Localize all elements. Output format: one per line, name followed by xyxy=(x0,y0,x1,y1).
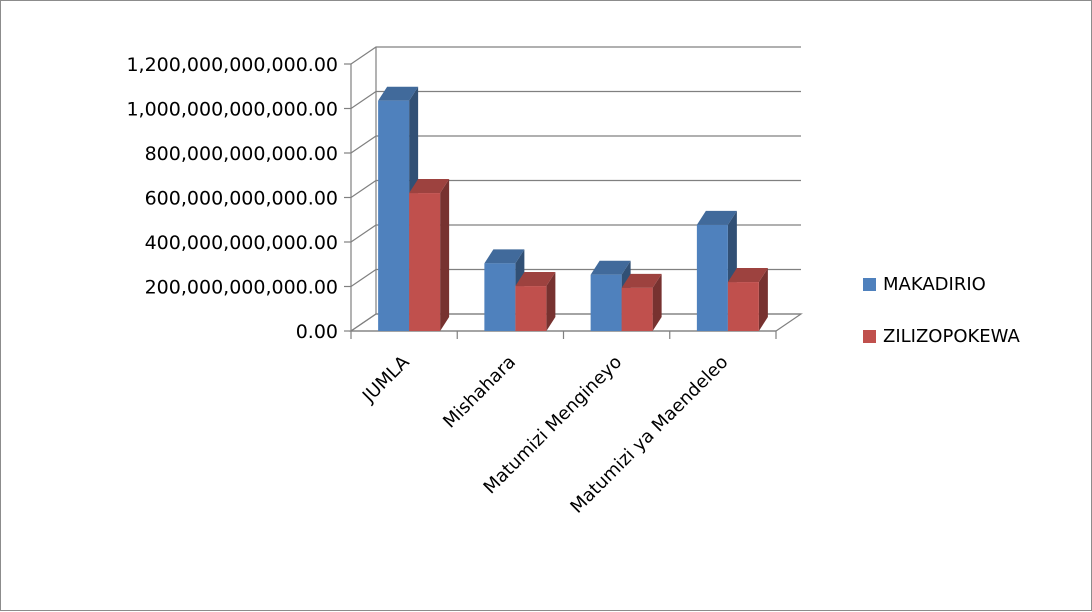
gridline xyxy=(350,46,801,65)
bar-side xyxy=(546,272,556,331)
y-tick-label: 1,200,000,000,000.00 xyxy=(126,54,338,76)
x-tick-label: JUMLA xyxy=(358,351,414,407)
bar-top xyxy=(409,179,450,194)
bar-side xyxy=(440,179,450,331)
bar-zilizopokewa-2 xyxy=(621,287,653,331)
bar-zilizopokewa-0 xyxy=(409,193,441,331)
y-tick-label: 400,000,000,000.00 xyxy=(145,232,338,254)
bar-top xyxy=(484,249,525,264)
y-tick-labels: 0.00 200,000,000,000.00 400,000,000,000.00… xyxy=(126,54,338,343)
y-tick-label: 1,000,000,000,000.00 xyxy=(126,99,338,121)
bar-makadirio-2 xyxy=(590,274,622,331)
bar-top xyxy=(590,260,631,275)
legend: MAKADIRIO ZILIZOPOKEWA xyxy=(863,274,1020,347)
x-tick-label: Mishahara xyxy=(439,352,520,433)
bar-side xyxy=(758,268,768,331)
legend-label: MAKADIRIO xyxy=(883,274,986,295)
bar-top xyxy=(515,272,556,287)
bar-top xyxy=(621,273,662,288)
bar-zilizopokewa-1 xyxy=(515,286,547,331)
bar-makadirio-3 xyxy=(696,224,728,331)
bars xyxy=(378,86,768,332)
bar-makadirio-0 xyxy=(378,100,410,332)
y-tick-label: 600,000,000,000.00 xyxy=(145,188,338,210)
legend-swatch xyxy=(863,330,876,343)
legend-swatch xyxy=(863,278,876,291)
y-tick-label: 800,000,000,000.00 xyxy=(145,143,338,165)
bar-top xyxy=(378,86,419,101)
gridline xyxy=(350,135,801,154)
bar-side xyxy=(652,273,662,331)
bar-zilizopokewa-3 xyxy=(727,282,759,331)
gridline xyxy=(350,90,801,109)
legend-label: ZILIZOPOKEWA xyxy=(883,326,1020,347)
y-tick-label: 200,000,000,000.00 xyxy=(145,277,338,299)
bar-makadirio-1 xyxy=(484,263,516,331)
bar-top xyxy=(696,210,737,225)
y-tick-label: 0.00 xyxy=(296,321,338,343)
bar-top xyxy=(727,268,768,283)
